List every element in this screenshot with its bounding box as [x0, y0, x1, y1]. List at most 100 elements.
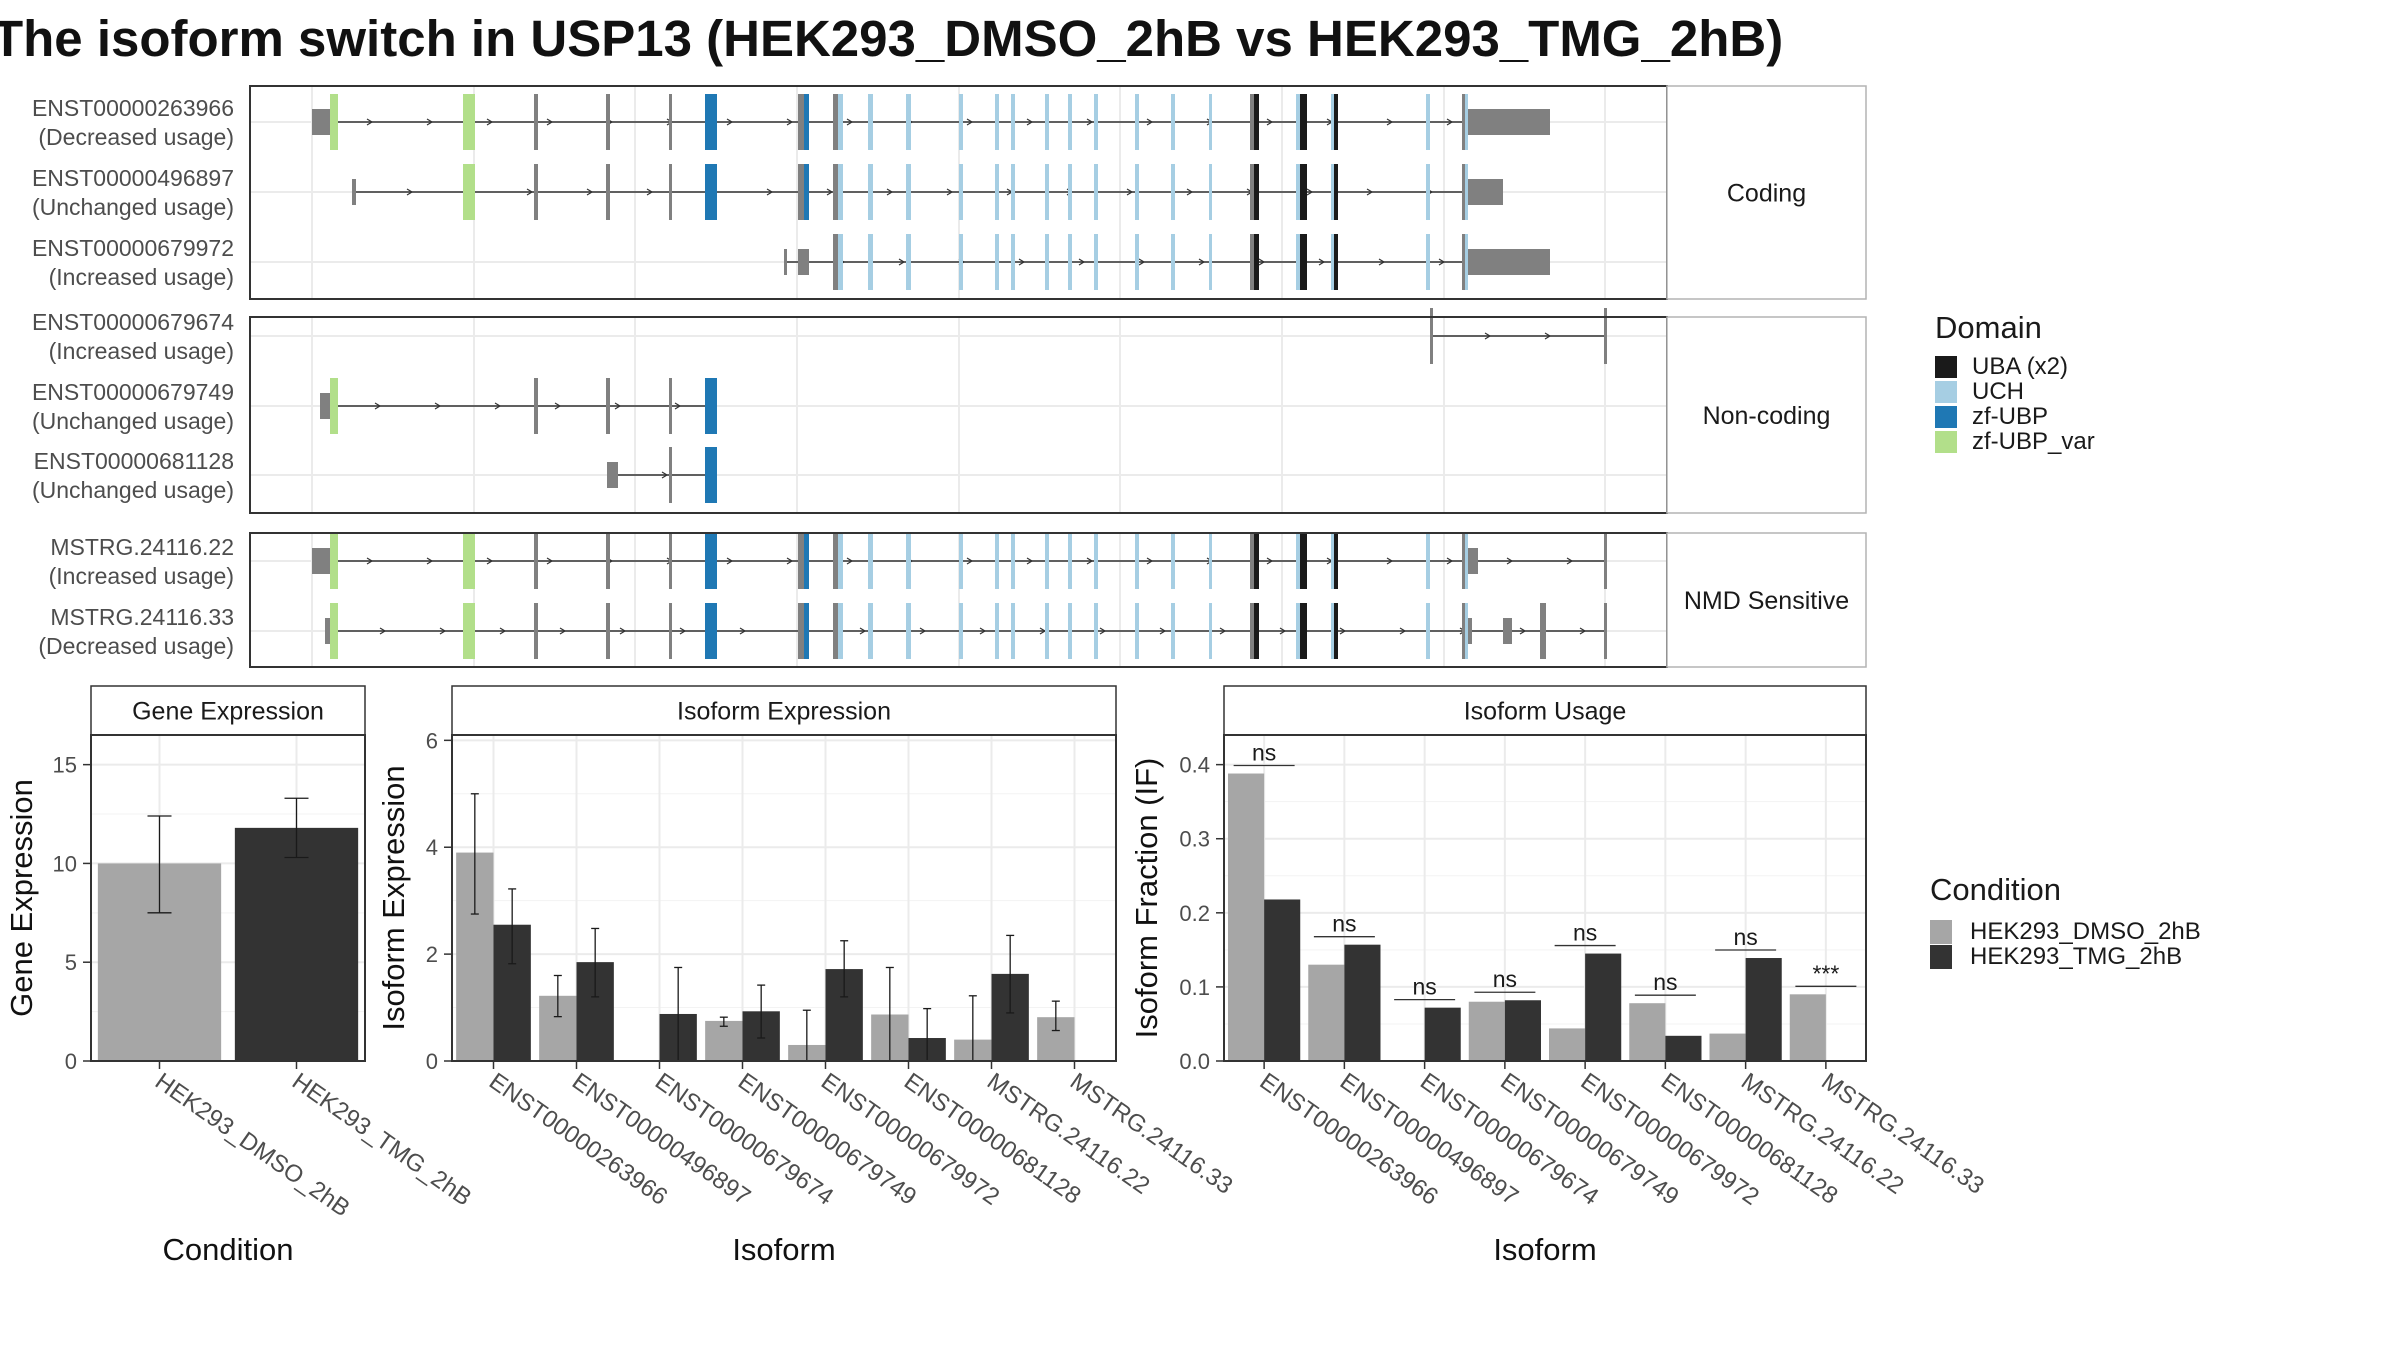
exon — [1331, 94, 1334, 150]
exon — [1171, 533, 1175, 589]
isoform-usage-chart: Isoform Usage 0.0 0.1 0.2 0.3 0.4 ns ns ns ns ns ns… — [1129, 685, 1989, 1267]
exon — [463, 533, 475, 589]
exon — [1430, 308, 1433, 364]
transcript-id: MSTRG.24116.22 — [50, 534, 234, 560]
exon — [1209, 234, 1212, 290]
exon — [1296, 94, 1300, 150]
direction-arrow — [966, 118, 974, 126]
transcript-usage: (Unchanged usage) — [32, 477, 234, 503]
direction-arrow — [1026, 118, 1034, 126]
bar — [1585, 953, 1622, 1061]
domain-legend-swatch — [1935, 381, 1957, 403]
exon — [1094, 164, 1098, 220]
condition-legend-swatch — [1930, 920, 1952, 944]
exon — [1296, 603, 1300, 659]
direction-arrow — [1484, 332, 1492, 340]
y-tick-label: 0.2 — [1179, 901, 1210, 926]
direction-arrow — [1186, 188, 1194, 196]
y-tick-label: 0.1 — [1179, 975, 1210, 1000]
exon — [1011, 533, 1015, 589]
y-tick-label: 2 — [426, 942, 438, 967]
direction-arrow — [1446, 557, 1454, 565]
significance-label: ns — [1412, 974, 1436, 1000]
exon — [1171, 164, 1175, 220]
exon — [669, 533, 672, 589]
exon — [1011, 164, 1015, 220]
direction-arrow — [1086, 557, 1094, 565]
strip — [1666, 85, 1867, 300]
transcript-id: MSTRG.24116.33 — [50, 604, 234, 630]
exon — [1331, 603, 1334, 659]
direction-arrow — [619, 627, 627, 635]
transcript-usage: (Increased usage) — [49, 563, 234, 589]
exon — [705, 447, 717, 503]
direction-arrow — [546, 118, 554, 126]
transcript-usage: (Unchanged usage) — [32, 194, 234, 220]
direction-arrow — [919, 627, 927, 635]
exon — [352, 179, 356, 205]
y-tick-label: 5 — [65, 950, 77, 975]
exon — [868, 603, 873, 659]
direction-arrow — [1099, 627, 1107, 635]
transcript-id: ENST00000496897 — [32, 165, 234, 191]
exon — [784, 249, 787, 275]
exon — [1094, 94, 1098, 150]
direction-arrow — [1399, 627, 1407, 635]
exon — [1045, 94, 1049, 150]
plot-border — [90, 734, 366, 1062]
direction-arrow — [1306, 188, 1314, 196]
significance-label: *** — [1812, 960, 1839, 986]
exon — [1300, 603, 1307, 659]
exon — [868, 94, 873, 150]
direction-arrow — [766, 188, 774, 196]
y-axis-label: Isoform Expression — [376, 765, 411, 1030]
y-tick-label: 4 — [426, 835, 438, 860]
exon — [705, 94, 717, 150]
direction-arrow — [1544, 332, 1552, 340]
direction-arrow — [726, 118, 734, 126]
exon — [607, 462, 618, 488]
exon — [330, 378, 338, 434]
bar — [1789, 994, 1826, 1061]
exon — [1462, 164, 1465, 220]
transcript-usage: (Increased usage) — [49, 338, 234, 364]
exon — [833, 234, 838, 290]
exon — [868, 234, 873, 290]
exon — [534, 378, 538, 434]
chart-title: Gene Expression — [132, 698, 324, 726]
exon — [1468, 618, 1472, 644]
y-axis-label: Isoform Fraction (IF) — [1129, 758, 1164, 1039]
direction-arrow — [859, 627, 867, 635]
exon — [705, 164, 717, 220]
exon — [995, 603, 999, 659]
exon — [1171, 94, 1175, 150]
direction-arrow — [1318, 258, 1326, 266]
exon — [1465, 234, 1468, 290]
exon — [959, 533, 963, 589]
direction-arrow — [846, 118, 854, 126]
direction-arrow — [1026, 557, 1034, 565]
direction-arrow — [439, 627, 447, 635]
exon — [838, 603, 843, 659]
exon — [312, 548, 330, 574]
y-axis-label: Gene Expression — [4, 779, 39, 1017]
exon — [1171, 603, 1175, 659]
exon — [1468, 109, 1550, 135]
exon — [669, 378, 672, 434]
direction-arrow — [674, 402, 682, 410]
exon — [1209, 164, 1212, 220]
exon — [1068, 164, 1072, 220]
exon — [1045, 603, 1049, 659]
exon — [1426, 603, 1430, 659]
plot-border — [451, 734, 1117, 1062]
exon — [320, 393, 330, 419]
exon — [798, 249, 809, 275]
direction-arrow — [1519, 627, 1527, 635]
direction-arrow — [554, 402, 562, 410]
exon — [1135, 164, 1139, 220]
domain-legend-swatch — [1935, 431, 1957, 453]
exon — [534, 94, 538, 150]
exon — [669, 164, 672, 220]
chart-strip — [1223, 685, 1867, 736]
domain-legend-label: UCH — [1972, 378, 2024, 405]
